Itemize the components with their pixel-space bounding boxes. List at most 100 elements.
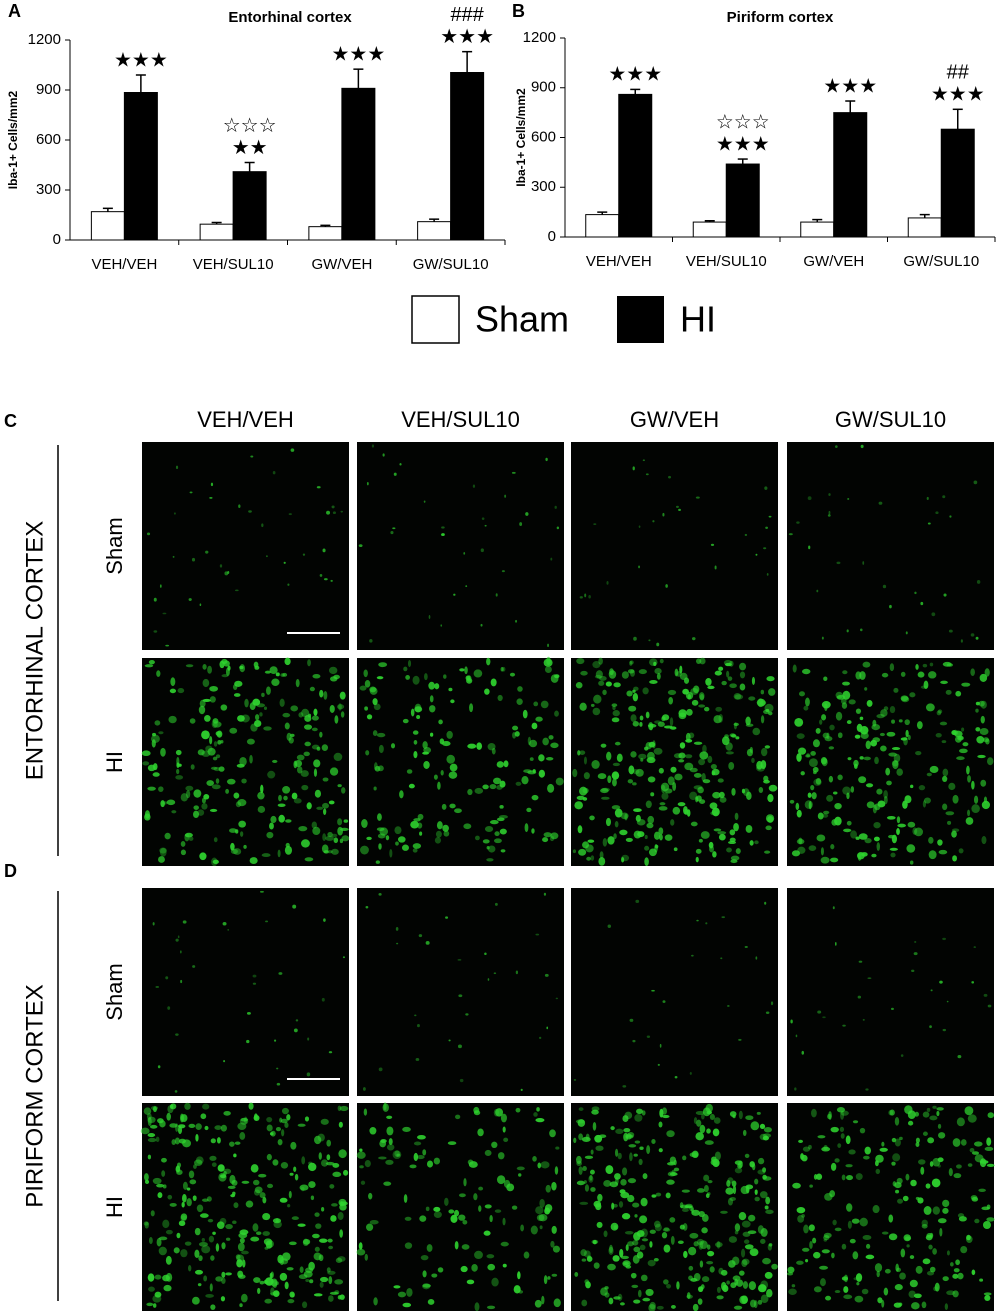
x-tick-label: GW/SUL10 (903, 253, 979, 270)
cell (484, 1204, 492, 1209)
cell (646, 822, 654, 829)
cell (589, 1174, 593, 1181)
cell (191, 1296, 200, 1305)
cell (172, 555, 175, 558)
cell (209, 685, 218, 692)
cell (239, 1237, 245, 1244)
cell (393, 1285, 401, 1289)
cell (182, 1139, 192, 1148)
cell (917, 1159, 926, 1165)
cell (733, 722, 739, 726)
cell (864, 838, 872, 844)
cell (573, 1078, 577, 1081)
cell (291, 792, 298, 800)
cell (578, 1166, 583, 1175)
cell (241, 1293, 248, 1303)
cell (811, 792, 817, 800)
cell (517, 686, 523, 692)
cell (745, 824, 753, 833)
cell (555, 1146, 560, 1150)
cell (239, 1303, 243, 1308)
cell (749, 1161, 755, 1168)
cell (648, 848, 657, 857)
cell (907, 1120, 914, 1126)
cell (550, 832, 559, 840)
cell (186, 790, 191, 799)
cell (693, 1273, 701, 1282)
cell (801, 1214, 805, 1218)
cell (885, 767, 891, 776)
cell (888, 752, 898, 757)
cell (688, 1246, 697, 1256)
cell (915, 1142, 920, 1147)
cell (610, 1126, 615, 1131)
cell (253, 661, 259, 668)
cell (515, 619, 518, 623)
cell (203, 1275, 208, 1282)
cell (363, 669, 368, 678)
cell (853, 1277, 859, 1281)
cell (180, 840, 186, 847)
cell (385, 835, 390, 841)
cell (760, 689, 765, 695)
cell (923, 1206, 932, 1215)
cell (906, 1244, 910, 1248)
cell (983, 796, 988, 804)
cell (870, 739, 878, 747)
cell (705, 922, 708, 925)
cell (484, 1149, 492, 1156)
cell (855, 836, 860, 840)
cell (770, 1001, 774, 1006)
micrograph (357, 1103, 564, 1311)
cell (682, 1208, 689, 1213)
cell (903, 736, 908, 746)
cell (667, 689, 677, 695)
cell (152, 922, 155, 926)
cell (382, 1103, 389, 1112)
cell (267, 1183, 274, 1189)
cell (333, 837, 339, 844)
significance-mark: ## (947, 62, 970, 84)
cell (910, 784, 914, 789)
cell (497, 694, 503, 702)
cell (820, 847, 824, 856)
cell (195, 1156, 204, 1164)
cell (748, 696, 756, 701)
cell (796, 733, 805, 739)
cell (175, 938, 179, 942)
cell (146, 1302, 154, 1307)
cell (851, 1218, 860, 1224)
cell (630, 1272, 637, 1279)
cell (321, 1206, 325, 1212)
cell (180, 1215, 187, 1222)
cell (263, 1279, 269, 1284)
cell (225, 1237, 231, 1241)
cell (165, 644, 170, 647)
cell (229, 828, 237, 833)
cell (462, 1220, 468, 1225)
x-tick-label: GW/VEH (803, 253, 864, 270)
micrograph (787, 888, 994, 1096)
cell (193, 805, 199, 810)
cell (572, 768, 578, 778)
cell (286, 1114, 291, 1121)
cell (221, 658, 228, 665)
cell (323, 578, 328, 581)
cell (889, 847, 898, 851)
cell (830, 1162, 837, 1171)
cell (220, 1296, 226, 1302)
cell (964, 1106, 974, 1116)
cell (678, 752, 686, 759)
cell (343, 819, 349, 823)
cell (836, 1107, 845, 1113)
cell (649, 680, 658, 684)
cell (946, 1290, 956, 1296)
cell (410, 820, 419, 829)
cell (848, 699, 856, 705)
cell (965, 817, 974, 825)
cell (744, 946, 748, 948)
cell (962, 742, 969, 747)
cell (629, 660, 633, 666)
cell (764, 850, 771, 854)
cell (642, 459, 645, 462)
